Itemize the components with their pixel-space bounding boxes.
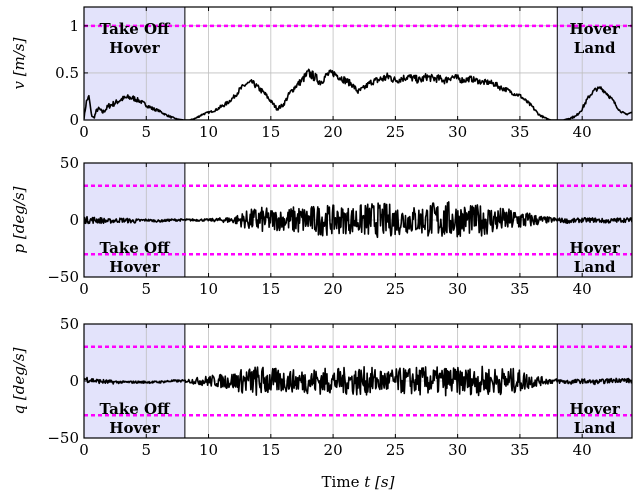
x-tick-label: 20 bbox=[324, 441, 343, 459]
x-tick-label: 40 bbox=[573, 123, 592, 141]
x-tick-label: 5 bbox=[141, 441, 151, 459]
y-axis-variable: p bbox=[10, 243, 28, 253]
x-tick-label: 25 bbox=[386, 123, 405, 141]
x-axis-name: Time bbox=[322, 473, 360, 491]
y-tick-label: 0 bbox=[69, 111, 79, 129]
x-tick-label: 35 bbox=[510, 280, 529, 298]
x-tick-label: 5 bbox=[141, 280, 151, 298]
axes-frame bbox=[83, 6, 633, 121]
y-axis-unit: [deg/s] bbox=[10, 186, 28, 239]
phase-label: Take Off bbox=[99, 239, 171, 257]
phase-label: Hover bbox=[109, 419, 160, 437]
x-tick-label: 40 bbox=[573, 280, 592, 298]
phase-label: Hover bbox=[109, 39, 160, 57]
phase-label: Hover bbox=[569, 400, 620, 418]
signal-trace bbox=[84, 201, 632, 239]
y-axis-label: v [m/s] bbox=[10, 37, 28, 89]
y-tick-label: 0 bbox=[69, 211, 79, 229]
x-tick-label: 10 bbox=[199, 123, 218, 141]
x-tick-label: 0 bbox=[79, 441, 89, 459]
y-axis-variable: q bbox=[10, 405, 28, 415]
x-tick-label: 35 bbox=[510, 123, 529, 141]
x-tick-label: 5 bbox=[141, 123, 151, 141]
x-tick-label: 30 bbox=[448, 441, 467, 459]
x-axis-label: Time t [s] bbox=[322, 473, 395, 491]
y-axis-label: q [deg/s] bbox=[10, 347, 28, 414]
x-tick-label: 30 bbox=[448, 280, 467, 298]
y-tick-label: 50 bbox=[60, 154, 79, 172]
phase-label: Land bbox=[574, 39, 616, 57]
y-axis-unit: [m/s] bbox=[10, 37, 28, 76]
x-tick-label: 35 bbox=[510, 441, 529, 459]
phase-label: Land bbox=[574, 258, 616, 276]
phase-label: Hover bbox=[569, 239, 620, 257]
x-tick-label: 30 bbox=[448, 123, 467, 141]
y-tick-label: 50 bbox=[60, 315, 79, 333]
y-tick-label: −50 bbox=[47, 429, 79, 447]
y-tick-label: −50 bbox=[47, 268, 79, 286]
phase-label: Take Off bbox=[99, 20, 171, 38]
phase-label: Hover bbox=[109, 258, 160, 276]
phase-label: Take Off bbox=[99, 400, 171, 418]
phase-label: Hover bbox=[569, 20, 620, 38]
x-tick-label: 0 bbox=[79, 123, 89, 141]
x-tick-label: 40 bbox=[573, 441, 592, 459]
x-tick-label: 10 bbox=[199, 441, 218, 459]
phase-label: Land bbox=[574, 419, 616, 437]
y-tick-label: 1 bbox=[69, 17, 79, 35]
x-axis-unit: [s] bbox=[375, 473, 395, 491]
y-axis-unit: [deg/s] bbox=[10, 347, 28, 400]
x-tick-label: 0 bbox=[79, 280, 89, 298]
signal-trace bbox=[84, 365, 632, 397]
x-tick-label: 15 bbox=[261, 280, 280, 298]
x-tick-label: 20 bbox=[324, 280, 343, 298]
y-tick-label: 0.5 bbox=[55, 64, 79, 82]
x-tick-label: 15 bbox=[261, 441, 280, 459]
y-axis-label: p [deg/s] bbox=[10, 186, 28, 253]
y-tick-label: 0 bbox=[69, 372, 79, 390]
x-axis-variable: t bbox=[364, 473, 371, 491]
x-axis-label-text: Time t [s] bbox=[322, 473, 395, 491]
x-tick-label: 15 bbox=[261, 123, 280, 141]
x-tick-label: 25 bbox=[386, 280, 405, 298]
x-tick-label: 20 bbox=[324, 123, 343, 141]
x-tick-label: 10 bbox=[199, 280, 218, 298]
y-axis-variable: v bbox=[10, 80, 28, 89]
x-tick-label: 25 bbox=[386, 441, 405, 459]
signal-trace bbox=[84, 68, 632, 120]
